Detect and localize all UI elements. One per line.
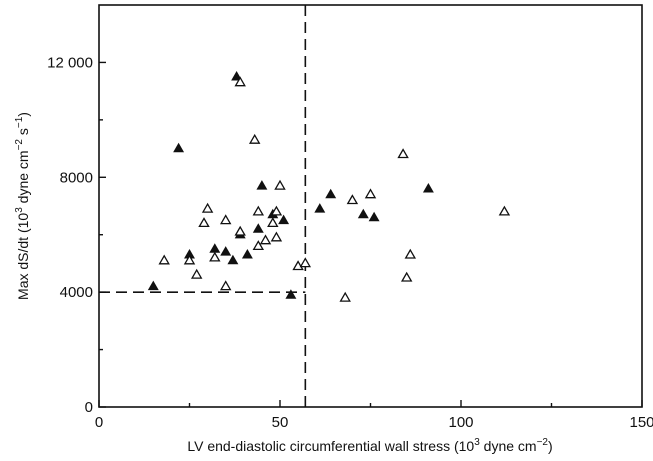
- open-triangle-point-10: [248, 133, 261, 144]
- open-triangle-point-5: [209, 251, 221, 262]
- filled-triangle-point-13: [285, 289, 297, 299]
- x-tick-label-0: 0: [95, 414, 103, 431]
- open-triangle-point-21: [346, 194, 359, 205]
- open-triangle-point-17: [274, 179, 286, 190]
- y-tick-label-12000: 12 000: [47, 54, 93, 71]
- open-triangle-point-12: [252, 240, 265, 251]
- plot-area: [99, 5, 642, 407]
- open-triangle-point-13: [259, 234, 272, 245]
- open-triangle-point-6: [219, 214, 232, 225]
- open-triangle-point-11: [252, 205, 265, 216]
- open-triangle-point-25: [404, 248, 417, 259]
- y-tick-label-8000: 8000: [60, 169, 93, 186]
- open-triangle-point-20: [339, 291, 351, 302]
- filled-triangle-point-4: [220, 246, 232, 256]
- filled-triangle-point-6: [231, 70, 243, 81]
- y-axis-ticks: 0 4000 8000 12 000: [47, 54, 106, 416]
- open-triangle-point-23: [397, 148, 409, 159]
- open-triangle-point-3: [198, 217, 210, 228]
- x-axis-title: LV end-diastolic circumferential wall st…: [187, 437, 552, 454]
- open-triangle-point-8: [234, 76, 246, 87]
- filled-triangle-point-10: [256, 180, 268, 190]
- filled-triangle-point-18: [422, 182, 434, 193]
- open-triangle-point-4: [201, 202, 214, 213]
- open-triangle-point-14: [267, 217, 279, 228]
- x-tick-label-50: 50: [272, 414, 289, 431]
- open-triangle-point-22: [364, 188, 377, 199]
- y-tick-label-4000: 4000: [60, 284, 93, 301]
- open-triangle-point-19: [299, 257, 312, 268]
- y-tick-label-0: 0: [85, 399, 93, 416]
- y-axis-title: Max dS/dt (103 dyne cm−2 s−1): [14, 112, 31, 300]
- filled-triangle-point-0: [147, 280, 159, 291]
- open-triangle-point-9: [234, 225, 246, 236]
- open-triangle-point-2: [190, 268, 203, 279]
- open-triangle-point-24: [400, 271, 413, 282]
- filled-triangle-point-17: [368, 211, 380, 222]
- open-triangle-point-1: [183, 254, 196, 265]
- open-triangle-point-7: [219, 280, 232, 291]
- open-triangle-point-15: [270, 231, 283, 242]
- filled-triangle-point-12: [278, 214, 290, 225]
- filled-triangle-point-8: [241, 248, 253, 259]
- filled-triangle-point-9: [252, 223, 264, 233]
- filled-triangle-point-16: [357, 208, 369, 219]
- x-tick-label-100: 100: [448, 414, 473, 431]
- filled-triangle-point-5: [227, 254, 239, 265]
- filled-triangle-point-15: [325, 188, 337, 199]
- x-axis-ticks: 0 50 100 150: [95, 400, 653, 431]
- open-triangle-point-16: [270, 205, 283, 216]
- open-triangle-point-26: [498, 205, 511, 216]
- filled-triangle-point-14: [314, 203, 326, 213]
- data-points: [147, 70, 511, 302]
- open-triangle-point-18: [292, 260, 304, 271]
- filled-triangle-point-1: [173, 142, 185, 153]
- reference-lines: [99, 5, 307, 407]
- x-tick-label-150: 150: [629, 414, 653, 431]
- open-triangle-point-0: [158, 254, 170, 265]
